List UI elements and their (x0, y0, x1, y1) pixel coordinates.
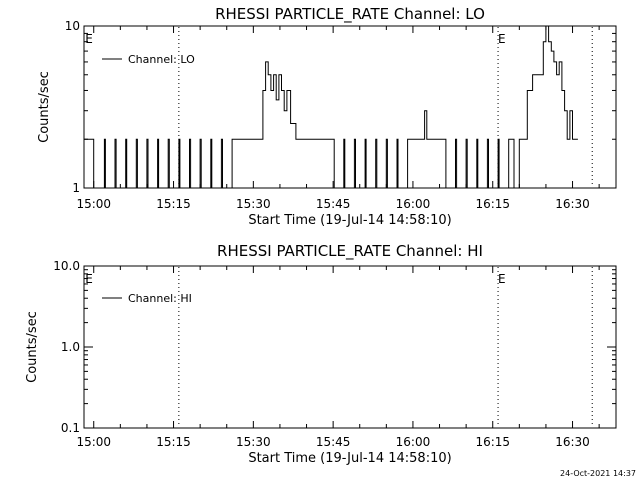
x-tick-label: 16:00 (396, 197, 431, 211)
y-tick-label: 1 (72, 181, 80, 195)
x-tick-label: 15:30 (236, 435, 271, 449)
x-tick-label: 15:00 (76, 435, 111, 449)
legend-entry: Channel: HI (128, 292, 192, 305)
x-tick-label: 15:15 (156, 197, 191, 211)
y-tick-label: 0.1 (61, 421, 80, 435)
x-tick-label: 16:30 (555, 197, 590, 211)
y-tick-label: 10 (65, 19, 80, 33)
y-axis-label: Counts/sec (25, 311, 40, 383)
x-tick-label: 16:30 (555, 435, 590, 449)
footer-timestamp: 24-Oct-2021 14:37 (560, 469, 636, 478)
y-axis-label: Counts/sec (37, 71, 52, 143)
plot-frame (83, 265, 617, 429)
x-tick-label: 15:45 (316, 197, 351, 211)
series-line-0 (84, 25, 578, 189)
x-tick-label: 15:00 (76, 197, 111, 211)
x-axis-label: Start Time (19-Jul-14 14:58:10) (248, 213, 451, 228)
chart-title: RHESSI PARTICLE_RATE Channel: HI (217, 242, 483, 261)
lo-channel-panel: RHESSI PARTICLE_RATE Channel: LO 15:00 15:… (37, 5, 617, 228)
plot-frame (83, 25, 617, 189)
legend-entry: Channel: LO (128, 53, 195, 66)
chart-title: RHESSI PARTICLE_RATE Channel: LO (215, 5, 485, 24)
x-tick-label: 16:15 (475, 435, 510, 449)
x-tick-label: 16:00 (396, 435, 431, 449)
x-tick-label: 15:30 (236, 197, 271, 211)
event-marker-label: E (498, 272, 506, 286)
event-marker-label: E (498, 32, 506, 46)
y-tick-label: 1.0 (61, 340, 80, 354)
x-tick-label: 16:15 (475, 197, 510, 211)
event-marker-label: E (85, 272, 93, 286)
x-axis-label: Start Time (19-Jul-14 14:58:10) (248, 451, 451, 466)
y-tick-label: 10.0 (53, 259, 80, 273)
event-marker-label: E (85, 32, 93, 46)
hi-channel-panel: RHESSI PARTICLE_RATE Channel: HI 15:00 15:… (25, 242, 617, 466)
x-tick-label: 15:45 (316, 435, 351, 449)
x-tick-label: 15:15 (156, 435, 191, 449)
